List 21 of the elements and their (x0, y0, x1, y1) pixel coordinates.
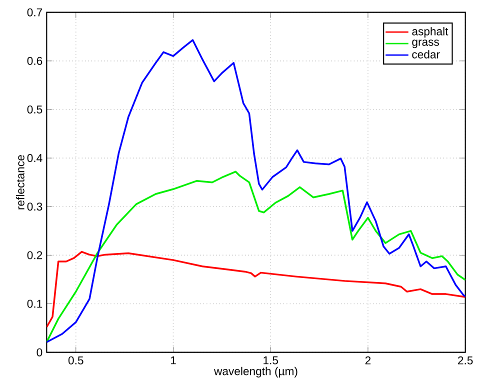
y-tick-label: 0.7 (27, 8, 42, 16)
x-tick-label: 1.5 (264, 356, 278, 364)
line-series (46, 250, 466, 328)
line-series (46, 170, 466, 343)
legend-label: asphalt (412, 27, 448, 38)
legend-label: grass (412, 40, 439, 48)
x-tick-label: 1 (170, 356, 176, 364)
x-axis-title: wavelength (µm) (214, 366, 298, 378)
y-tick-label: 0.5 (27, 105, 42, 114)
y-axis-title: reflectance (16, 155, 24, 210)
x-tick-label: 2.5 (458, 356, 473, 364)
y-tick-label: 0.2 (27, 251, 42, 260)
line-series (46, 39, 466, 343)
legend-label: cedar (412, 50, 440, 58)
y-tick-label: 0.4 (27, 154, 42, 162)
y-tick-label: 0.1 (27, 300, 42, 308)
y-tick-label: 0.6 (27, 56, 42, 65)
x-tick-label: 0.5 (68, 356, 84, 364)
y-tick-label: 0.3 (27, 202, 42, 211)
y-tick-label: 0 (36, 348, 42, 356)
x-tick-label: 2 (365, 356, 371, 364)
